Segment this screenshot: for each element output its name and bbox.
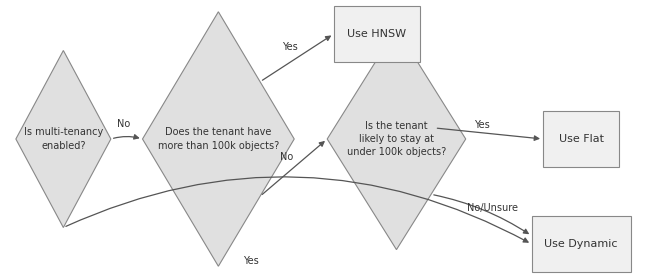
Text: Use HNSW: Use HNSW <box>347 29 407 39</box>
Text: No: No <box>280 152 293 162</box>
Polygon shape <box>143 12 294 266</box>
Text: Use Dynamic: Use Dynamic <box>545 239 618 249</box>
Text: Does the tenant have
more than 100k objects?: Does the tenant have more than 100k obje… <box>158 127 279 151</box>
FancyBboxPatch shape <box>531 217 631 272</box>
FancyBboxPatch shape <box>543 111 619 167</box>
FancyBboxPatch shape <box>334 6 420 61</box>
Text: Yes: Yes <box>474 120 490 130</box>
Text: Is the tenant
likely to stay at
under 100k objects?: Is the tenant likely to stay at under 10… <box>347 121 446 157</box>
Polygon shape <box>16 51 111 227</box>
Text: Is multi-tenancy
enabled?: Is multi-tenancy enabled? <box>24 127 103 151</box>
Text: Use Flat: Use Flat <box>559 134 603 144</box>
Text: No/Unsure: No/Unsure <box>467 203 518 213</box>
Text: No: No <box>117 119 130 129</box>
Text: Yes: Yes <box>282 42 298 52</box>
Text: Yes: Yes <box>243 256 259 266</box>
Polygon shape <box>327 28 466 250</box>
